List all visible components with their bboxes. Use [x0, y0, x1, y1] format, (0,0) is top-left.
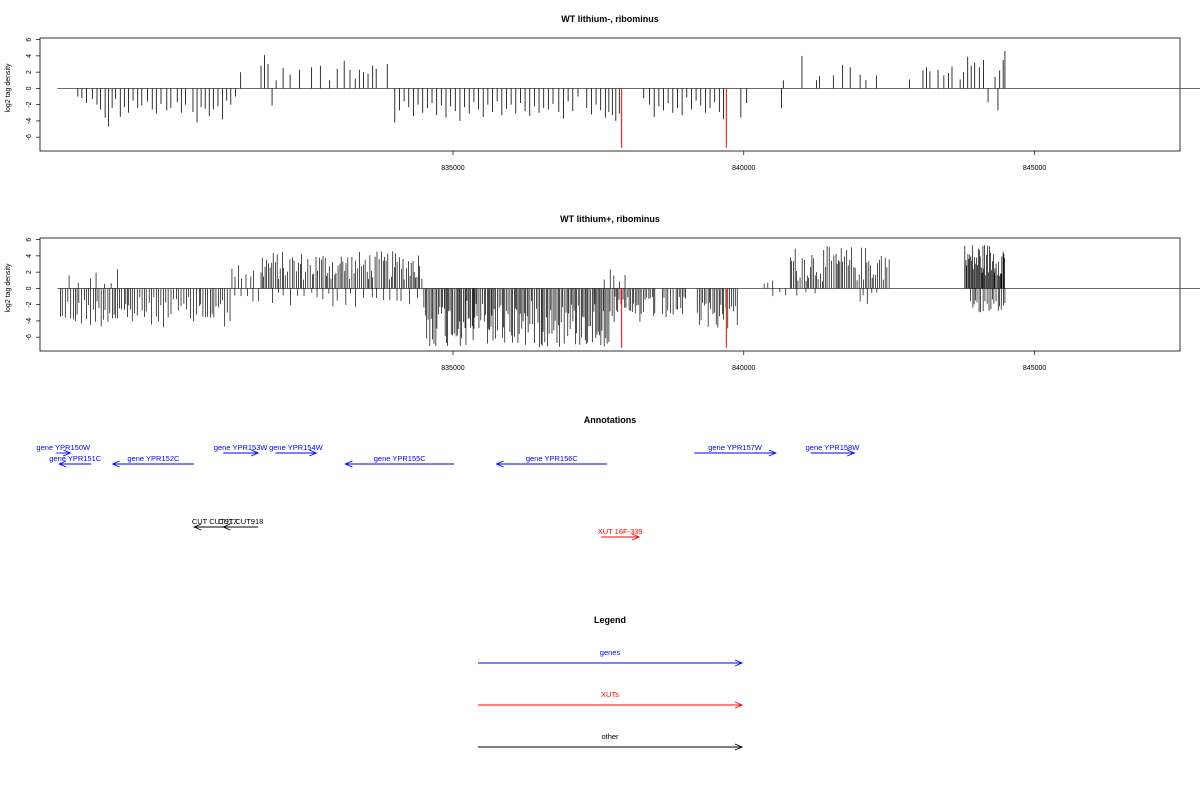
annotation-arrowhead: [63, 449, 72, 457]
annotation-arrowhead: [847, 449, 856, 457]
annotation-arrowhead: [250, 449, 260, 457]
annotations-title: Annotations: [584, 415, 637, 425]
panel2-bars: [57, 245, 1200, 348]
annotation-label: gene YPR155C: [374, 454, 427, 463]
panel2-y-axis-label: log2 tag density: [5, 263, 12, 313]
panel2-y-tick-label: 6: [26, 238, 33, 242]
panel1-x-tick-label: 840000: [732, 165, 755, 172]
annotation-arrowhead: [495, 460, 504, 468]
annotation-arrowhead: [631, 533, 641, 541]
panel1-y-axis-label: log2 tag density: [5, 63, 12, 113]
panel1-frame: [39, 37, 1181, 152]
panel1-y-tick-label: 4: [26, 54, 33, 58]
annotation-arrowhead: [111, 460, 120, 468]
legend-label: other: [601, 732, 619, 741]
panel2-x-tick-label: 845000: [1023, 365, 1046, 372]
panel1-x-tick-label: 835000: [441, 165, 464, 172]
legend-arrowhead: [734, 659, 744, 667]
panel2-y-tick-label: 0: [26, 286, 33, 290]
annotation-arrowhead: [222, 523, 231, 531]
annotation-arrowhead: [309, 449, 318, 457]
legend: Legend genes XUTs other: [478, 615, 744, 751]
legend-label: genes: [600, 648, 621, 657]
annotation-label: gene YPR158W: [806, 443, 861, 452]
annotation-label: gene YPR153W: [214, 443, 269, 452]
panel1-x-tick-label: 845000: [1023, 165, 1046, 172]
panel2-y-tick-label: -2: [26, 301, 33, 307]
panel-wt-lithium-plus: WT lithium+, ribominus log2 tag density …: [5, 214, 1200, 372]
panel2-x-tick-label: 840000: [732, 365, 755, 372]
panel2-frame: [39, 237, 1181, 352]
annotation-label: gene YPR151C: [49, 454, 102, 463]
panel1-y-tick-label: -2: [26, 101, 33, 107]
annotation-label: gene YPR154W: [269, 443, 324, 452]
panel1-y-tick-label: 2: [26, 70, 33, 74]
annotation-label: gene YPR152C: [127, 454, 180, 463]
annotation-arrowhead: [192, 523, 202, 531]
annotation-arrowhead: [768, 449, 777, 457]
annotation-label: CUT CUT917: [192, 517, 237, 526]
annotation-arrowhead: [344, 460, 353, 468]
legend-arrowhead: [734, 743, 744, 751]
annotation-label: CUT CUT918: [218, 517, 263, 526]
panel1-y-tick-label: 0: [26, 86, 33, 90]
annotation-label: XUT 16F-339: [598, 527, 643, 536]
panel2-title: WT lithium+, ribominus: [560, 214, 660, 224]
annotation-features: gene YPR150W gene YPR151C gene YPR152C gene…: [36, 443, 861, 541]
legend-title: Legend: [594, 615, 626, 625]
panel2-y-tick-label: -4: [26, 318, 33, 324]
panel2-y-tick-label: -6: [26, 334, 33, 340]
legend-arrowhead: [734, 701, 744, 709]
annotation-label: gene YPR150W: [36, 443, 91, 452]
panel2-x-tick-label: 835000: [441, 365, 464, 372]
panel1-axes: -6 -4 -2 0 2 4 6 835000 840000 845000: [26, 38, 1046, 172]
legend-items: genes XUTs other: [478, 648, 744, 751]
panel1-bars: [57, 51, 1200, 148]
annotation-label: gene YPR157W: [708, 443, 763, 452]
panel2-axes: -6 -4 -2 0 2 4 6 835000 840000 845000: [26, 238, 1046, 372]
annotation-arrowhead: [58, 460, 67, 468]
panel2-y-tick-label: 2: [26, 270, 33, 274]
annotation-label: gene YPR156C: [526, 454, 579, 463]
panel1-y-tick-label: -4: [26, 118, 33, 124]
panel1-y-tick-label: 6: [26, 38, 33, 42]
panel2-y-tick-label: 4: [26, 254, 33, 258]
panel-wt-lithium-minus: WT lithium-, ribominus log2 tag density …: [5, 14, 1200, 172]
legend-label: XUTs: [601, 690, 619, 699]
panel1-title: WT lithium-, ribominus: [561, 14, 659, 24]
panel1-y-tick-label: -6: [26, 134, 33, 140]
